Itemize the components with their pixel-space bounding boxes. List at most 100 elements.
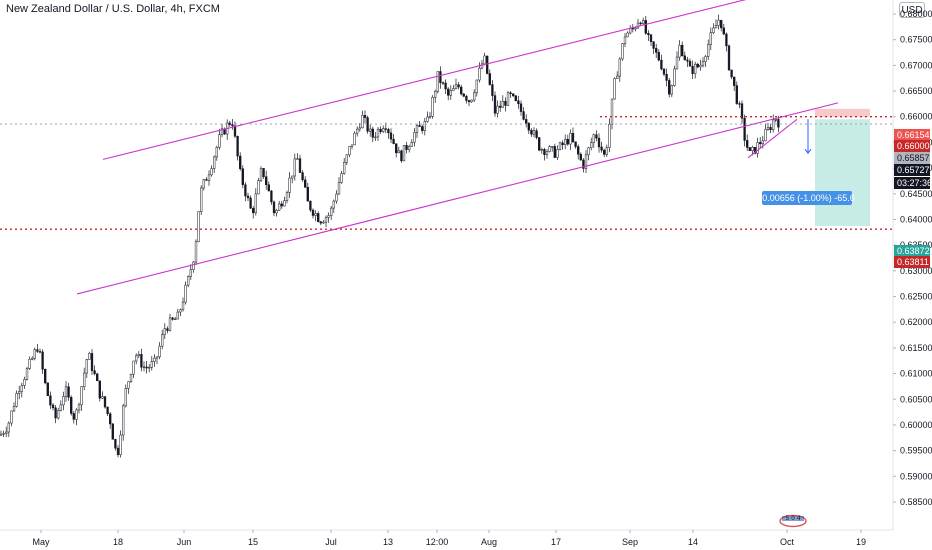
candle-body [67, 386, 70, 398]
price-tag-label: 0.63872 [897, 246, 930, 256]
candle-body [413, 132, 416, 143]
candle-body [215, 146, 218, 158]
price-tag[interactable] [894, 164, 930, 176]
candle-body [192, 261, 195, 270]
candle-body [311, 209, 315, 216]
candle-body [574, 141, 577, 147]
candle-body [2, 433, 5, 435]
x-tick-label: 15 [248, 537, 258, 547]
price-tag-label: 03:27:36 [897, 178, 932, 188]
candle-body [18, 391, 21, 394]
candle-body [259, 168, 263, 181]
candle-body [15, 393, 18, 407]
candle-body [371, 128, 374, 138]
candle-body [194, 241, 198, 263]
candle-body [132, 360, 135, 375]
candle-body [714, 25, 718, 29]
watermark-logo: 5 0 4 [778, 512, 808, 528]
candle-body [691, 65, 694, 74]
price-tag[interactable] [894, 152, 930, 164]
candle-body [184, 284, 187, 303]
candle-body [613, 78, 616, 100]
candle-body [545, 151, 549, 155]
candle-body [309, 200, 312, 211]
candle-body [642, 20, 645, 24]
candle-body [564, 138, 567, 146]
candle-body [605, 147, 608, 155]
candle-body [153, 357, 156, 362]
candle-body [51, 404, 55, 409]
candle-body [210, 168, 213, 176]
y-tick-label: 0.60500 [900, 394, 932, 404]
watermark-text: 5 0 4 [785, 515, 800, 522]
y-tick-label: 0.60000 [900, 420, 932, 430]
candle-body [592, 134, 595, 143]
candle-body [686, 59, 689, 62]
candle-body [647, 32, 650, 36]
candle-body [369, 128, 372, 132]
candle-body [392, 138, 395, 144]
candle-body [379, 128, 382, 132]
candle-body [457, 84, 460, 88]
measure-label-box[interactable] [762, 191, 852, 205]
candle-body [626, 32, 629, 38]
candle-body [220, 128, 224, 136]
candle-body [405, 145, 408, 150]
candle-body [649, 34, 653, 42]
candle-body [735, 85, 738, 104]
candle-body [387, 129, 390, 134]
y-tick-label: 0.62500 [900, 292, 932, 302]
candle-body [675, 56, 679, 70]
candle-body [241, 168, 244, 185]
candle-body [163, 328, 166, 335]
price-tag[interactable] [894, 129, 930, 141]
candle-body [584, 154, 588, 169]
candle-body [595, 134, 598, 139]
candle-body [452, 88, 455, 91]
candle-body [600, 146, 603, 151]
candle-body [317, 213, 320, 223]
candle-body [293, 158, 296, 177]
candle-body [535, 130, 538, 138]
candle-body [129, 373, 133, 382]
currency-button[interactable]: USD [899, 2, 925, 18]
stop-loss-zone [815, 108, 870, 117]
candle-body [434, 91, 437, 98]
candle-body [148, 366, 151, 369]
price-tag-label: 0.65727 [897, 165, 930, 175]
price-tag[interactable] [894, 177, 930, 189]
chart-title: New Zealand Dollar / U.S. Dollar, 4h, FX… [6, 3, 220, 15]
price-tag-label: 0.65857 [897, 153, 930, 163]
candle-body [150, 361, 153, 368]
candle-body [114, 439, 117, 449]
candle-body [80, 386, 83, 406]
candle-body [454, 84, 458, 89]
y-tick-label: 0.68000 [900, 9, 932, 19]
position-zones [815, 108, 870, 227]
candle-body [514, 95, 517, 101]
candle-body [501, 101, 504, 108]
candle-body [137, 354, 140, 356]
candle-body [759, 142, 762, 145]
price-tag[interactable] [894, 245, 930, 257]
candle-body [717, 19, 720, 26]
candle-body [174, 318, 177, 321]
candle-body [96, 373, 99, 382]
candle-body [275, 210, 278, 214]
price-tag[interactable] [894, 256, 930, 268]
candle-body [421, 126, 424, 131]
price-tag[interactable] [894, 140, 930, 152]
candle-body [639, 22, 642, 25]
candle-body [553, 146, 556, 158]
candle-body [28, 359, 31, 369]
candle-body [655, 48, 658, 53]
candle-body [350, 144, 354, 147]
candle-body [480, 63, 484, 69]
candle-body [88, 353, 91, 360]
y-tick-label: 0.67000 [900, 60, 932, 70]
candle-body [439, 71, 442, 83]
candle-body [72, 413, 75, 420]
wedge-trend-line [747, 118, 798, 159]
candle-body [470, 99, 473, 103]
